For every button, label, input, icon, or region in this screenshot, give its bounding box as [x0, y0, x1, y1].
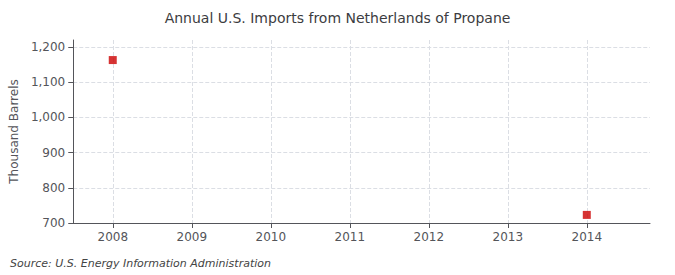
- svg-text:2013: 2013: [493, 230, 524, 244]
- svg-text:2008: 2008: [97, 230, 128, 244]
- svg-text:700: 700: [42, 216, 65, 230]
- svg-text:2014: 2014: [572, 230, 603, 244]
- svg-text:2010: 2010: [255, 230, 286, 244]
- svg-text:900: 900: [42, 146, 65, 160]
- svg-text:800: 800: [42, 181, 65, 195]
- svg-text:Thousand Barrels: Thousand Barrels: [7, 79, 21, 184]
- svg-text:1,200: 1,200: [31, 40, 65, 54]
- svg-text:2009: 2009: [176, 230, 207, 244]
- svg-text:Annual U.S. Imports from Nethe: Annual U.S. Imports from Netherlands of …: [165, 10, 511, 26]
- svg-text:1,000: 1,000: [31, 110, 65, 124]
- svg-text:Source: U.S. Energy Informatio: Source: U.S. Energy Information Administ…: [10, 257, 271, 270]
- svg-text:2011: 2011: [335, 230, 366, 244]
- svg-text:1,100: 1,100: [31, 75, 65, 89]
- svg-text:2012: 2012: [414, 230, 445, 244]
